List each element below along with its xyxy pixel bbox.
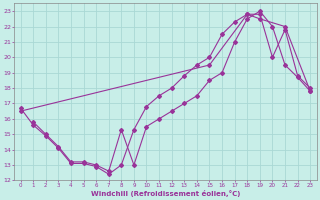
- X-axis label: Windchill (Refroidissement éolien,°C): Windchill (Refroidissement éolien,°C): [91, 190, 240, 197]
